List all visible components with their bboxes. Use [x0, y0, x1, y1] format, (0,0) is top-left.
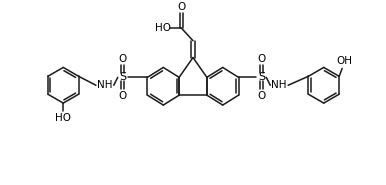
Text: O: O — [177, 2, 185, 12]
Text: HO: HO — [55, 113, 71, 123]
Text: OH: OH — [336, 56, 352, 66]
Text: O: O — [257, 91, 266, 101]
Text: NH: NH — [97, 80, 113, 90]
Text: S: S — [119, 72, 126, 82]
Text: O: O — [257, 53, 266, 63]
Text: O: O — [119, 91, 127, 101]
Text: O: O — [119, 53, 127, 63]
Text: NH: NH — [271, 80, 287, 90]
Text: S: S — [258, 72, 265, 82]
Text: HO: HO — [155, 23, 171, 33]
